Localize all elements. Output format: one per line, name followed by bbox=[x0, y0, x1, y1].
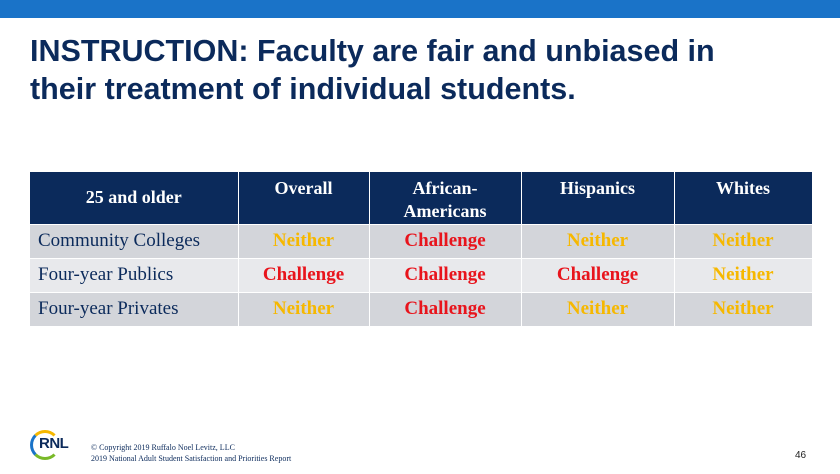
rating-cell: Neither bbox=[238, 291, 370, 326]
table-row: Four-year Privates Neither Challenge Nei… bbox=[30, 291, 813, 326]
rating-cell: Neither bbox=[674, 257, 813, 292]
column-header-line: Whites bbox=[716, 178, 770, 198]
column-header-line: Americans bbox=[403, 201, 487, 221]
row-label: Four-year Privates bbox=[30, 291, 239, 326]
slide-title-line-1: INSTRUCTION: Faculty are fair and unbias… bbox=[30, 34, 715, 68]
rating-cell: Challenge bbox=[369, 223, 522, 258]
corner-header: 25 and older bbox=[30, 172, 239, 224]
slide-title: INSTRUCTION: Faculty are fair and unbias… bbox=[30, 32, 820, 108]
report-name: 2019 National Adult Student Satisfaction… bbox=[91, 454, 292, 463]
row-label: Community Colleges bbox=[30, 223, 239, 258]
rating-cell: Neither bbox=[521, 291, 675, 326]
logo-ring-icon bbox=[30, 430, 60, 460]
satisfaction-table: 25 and older Overall African- Americans … bbox=[30, 172, 813, 326]
rating-cell: Challenge bbox=[238, 257, 370, 292]
rating-cell: Neither bbox=[521, 223, 675, 258]
column-header-line: Hispanics bbox=[559, 178, 636, 198]
logo-text: RNL bbox=[39, 435, 69, 452]
table-header-row: 25 and older Overall African- Americans … bbox=[30, 172, 813, 224]
column-header: African- Americans bbox=[369, 172, 522, 224]
rating-cell: Challenge bbox=[369, 257, 522, 292]
rating-cell: Neither bbox=[238, 223, 370, 258]
slide-title-line-2: their treatment of individual students. bbox=[30, 72, 576, 106]
rnl-logo: RNL bbox=[30, 430, 78, 460]
page-number: 46 bbox=[795, 450, 807, 461]
column-header: Hispanics bbox=[521, 172, 675, 224]
rating-cell: Neither bbox=[674, 223, 813, 258]
top-accent-bar bbox=[0, 0, 840, 18]
rating-cell: Challenge bbox=[521, 257, 675, 292]
footer-text: © Copyright 2019 Ruffalo Noel Levitz, LL… bbox=[91, 442, 291, 464]
row-label: Four-year Publics bbox=[30, 257, 239, 292]
table-row: Community Colleges Neither Challenge Nei… bbox=[30, 223, 813, 258]
copyright-text: © Copyright 2019 Ruffalo Noel Levitz, LL… bbox=[91, 443, 235, 452]
rating-cell: Challenge bbox=[369, 291, 522, 326]
table-row: Four-year Publics Challenge Challenge Ch… bbox=[30, 257, 813, 292]
rating-cell: Neither bbox=[674, 291, 813, 326]
column-header: Whites bbox=[674, 172, 813, 224]
column-header-line: African- bbox=[412, 178, 478, 198]
column-header-line: Overall bbox=[274, 178, 333, 198]
column-header: Overall bbox=[238, 172, 370, 224]
